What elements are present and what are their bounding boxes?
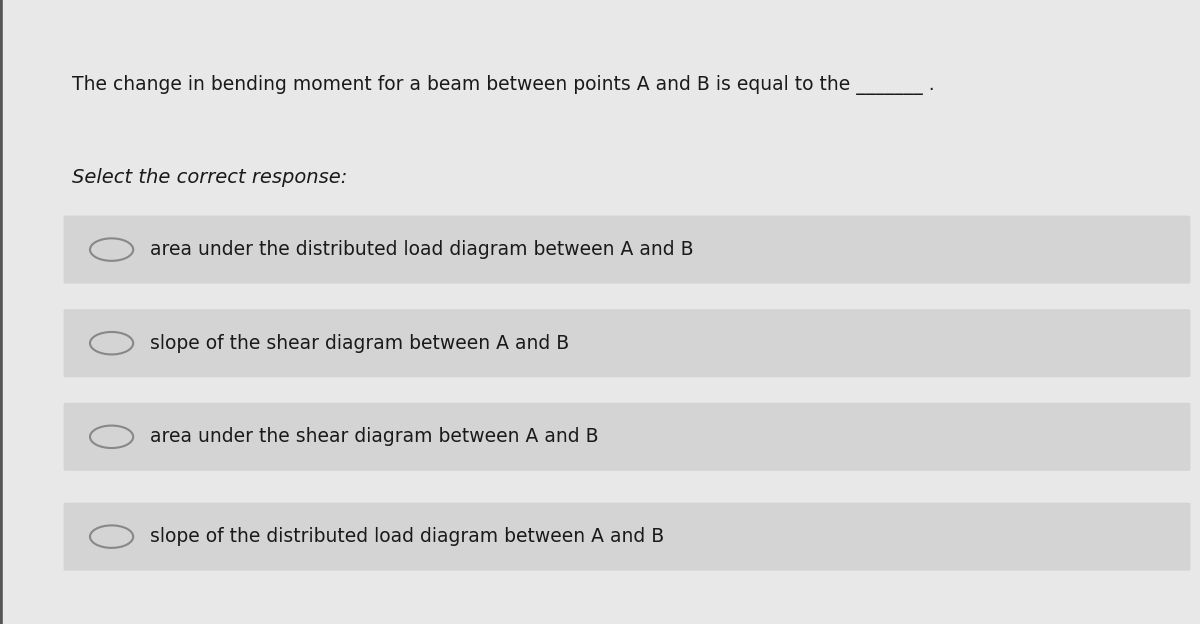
Text: slope of the shear diagram between A and B: slope of the shear diagram between A and… [150, 334, 569, 353]
FancyBboxPatch shape [64, 216, 1190, 283]
FancyBboxPatch shape [64, 403, 1190, 470]
FancyBboxPatch shape [64, 503, 1190, 570]
Text: Select the correct response:: Select the correct response: [72, 168, 347, 187]
Text: The change in bending moment for a beam between points A and B is equal to the _: The change in bending moment for a beam … [72, 75, 935, 95]
Text: area under the distributed load diagram between A and B: area under the distributed load diagram … [150, 240, 694, 259]
FancyBboxPatch shape [64, 309, 1190, 377]
Text: slope of the distributed load diagram between A and B: slope of the distributed load diagram be… [150, 527, 665, 546]
Text: area under the shear diagram between A and B: area under the shear diagram between A a… [150, 427, 599, 446]
